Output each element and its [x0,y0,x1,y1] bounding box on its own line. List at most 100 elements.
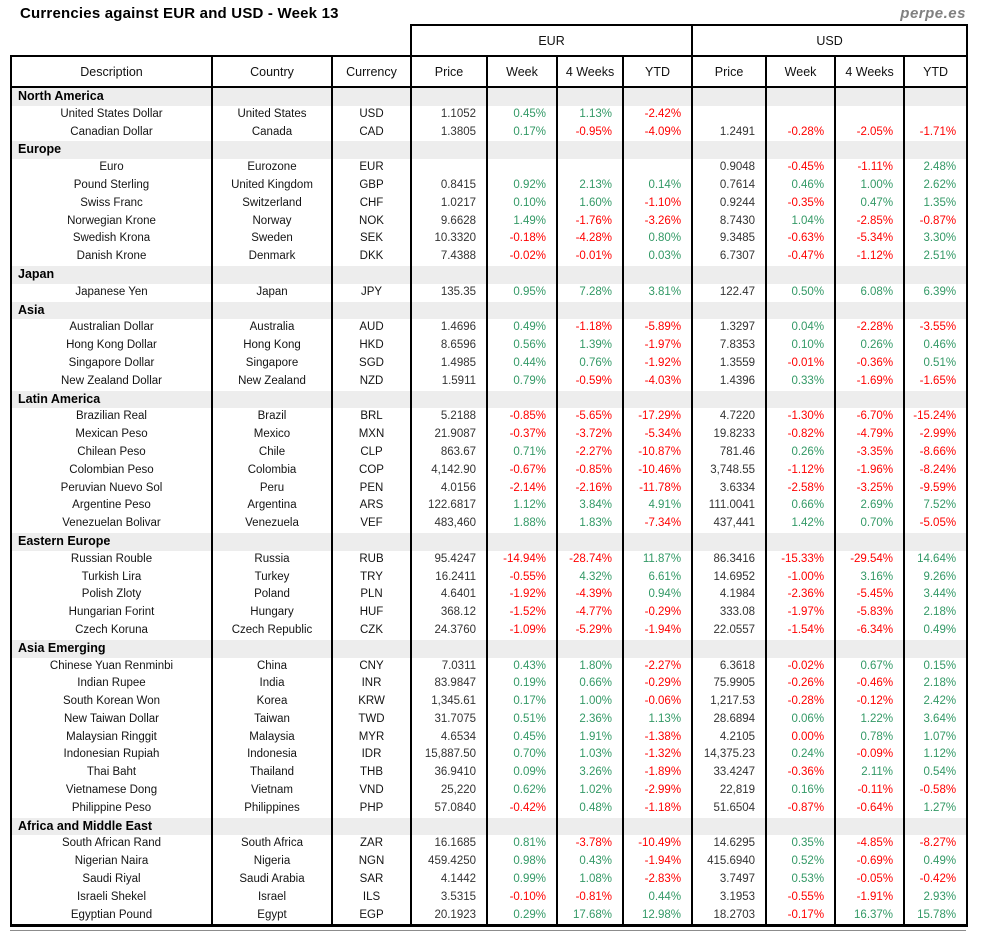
cell-value: -29.54% [834,550,905,569]
cell-value: 0.51% [486,710,558,729]
cell-value: 1.00% [556,693,624,711]
cell-value: -1.30% [765,408,836,427]
section-cell [556,532,624,551]
cell-currency-code: CNY [330,657,412,676]
table-row: South Korean Won Korea KRW 1,345.61 0.17% 1… [10,693,969,711]
cell-currency-code: CHF [330,194,412,213]
col-header-price-3: Price [410,55,489,88]
cell-description: Argentine Peso [10,497,212,516]
cell-currency-code: ILS [330,888,412,907]
cell-value: 0.53% [765,871,836,889]
cell-description: Polish Zloty [10,586,212,605]
cell-currency-code: SAR [330,871,412,889]
cell-value: -3.35% [834,443,905,462]
section-cell [330,141,412,160]
cell-country: United Kingdom [211,176,332,195]
table-row: Euro Eurozone EUR 0.9048 -0.45% -1.11% 2.48% [10,159,969,177]
section-cell [903,141,969,160]
section-cell [410,265,488,284]
cell-description: Czech Koruna [10,621,212,640]
cell-value: 9.6628 [410,212,488,231]
cell-value: 0.49% [486,319,558,338]
cell-country: Turkey [211,568,332,587]
cell-value: 25,220 [410,782,488,800]
cell-value: 14.6295 [691,835,767,854]
cell-value: 1.02% [556,782,624,800]
cell-value: 16.1685 [410,835,488,854]
cell-value: 1.0217 [410,194,488,213]
table-body: North America United States Dollar Unite… [10,87,969,928]
cell-value: 19.8233 [691,426,767,444]
cell-value: -0.64% [834,799,905,818]
table-row: Canadian Dollar Canada CAD 1.3805 0.17% -0.… [10,123,969,142]
cell-currency-code: VND [330,782,412,800]
section-cell [765,390,836,409]
cell-country: New Zealand [211,372,332,391]
cell-value: 0.81% [486,835,558,854]
cell-description: Egyptian Pound [10,906,212,928]
cell-value: -1.54% [765,621,836,640]
section-cell [410,301,488,320]
section-cell [556,390,624,409]
cell-value [691,105,767,124]
cell-value: 4.7220 [691,408,767,427]
cell-value: 86.3416 [691,550,767,569]
cell-value: -0.87% [903,212,969,231]
cell-description: Indian Rupee [10,675,212,694]
cell-value: -15.24% [903,408,969,427]
section-cell [486,639,558,658]
cell-value: 1.5911 [410,372,488,391]
cell-value: 135.35 [410,283,488,302]
cell-value: -0.81% [556,888,624,907]
cell-currency-code: VEF [330,515,412,533]
section-cell [556,301,624,320]
cell-description: Brazilian Real [10,408,212,427]
section-cell [622,390,693,409]
cell-description: Thai Baht [10,764,212,783]
table-row: Danish Krone Denmark DKK 7.4388 -0.02% -0.0… [10,248,969,266]
cell-value: 1.4696 [410,319,488,338]
section-name: Latin America [10,390,212,409]
cell-value: 0.26% [765,443,836,462]
cell-value: -1.76% [556,212,624,231]
cell-value: -1.96% [834,461,905,480]
cell-value: 11.87% [622,550,693,569]
cell-value: 36.9410 [410,764,488,783]
cell-value: 368.12 [410,604,488,622]
cell-value: -1.32% [622,746,693,765]
cell-value: -5.34% [834,230,905,249]
section-cell [691,390,767,409]
cell-value: 75.9905 [691,675,767,694]
cell-value: 1.22% [834,710,905,729]
section-cell [556,639,624,658]
cell-value: -0.63% [765,230,836,249]
cell-value: 15.78% [903,906,969,928]
cell-value: 1.03% [556,746,624,765]
cell-currency-code: NZD [330,372,412,391]
cell-value: -3.55% [903,319,969,338]
cell-value: 863.67 [410,443,488,462]
cell-currency-code: TRY [330,568,412,587]
cell-value: 122.6817 [410,497,488,516]
cell-value: -0.29% [622,675,693,694]
cell-currency-code: IDR [330,746,412,765]
cell-country: Hungary [211,604,332,622]
section-name: Asia Emerging [10,639,212,658]
cell-value: 7.0311 [410,657,488,676]
cell-value: -0.95% [556,123,624,142]
section-cell [834,141,905,160]
cell-value: 1.1052 [410,105,488,124]
cell-value: 1.3297 [691,319,767,338]
cell-value: -10.49% [622,835,693,854]
cell-value: -2.83% [622,871,693,889]
cell-value: 3.7497 [691,871,767,889]
cell-value: 0.76% [556,354,624,373]
cell-value: 22.0557 [691,621,767,640]
cell-value: 2.62% [903,176,969,195]
cell-value: 781.46 [691,443,767,462]
cell-value: 20.1923 [410,906,488,928]
cell-currency-code: CAD [330,123,412,142]
cell-value: 122.47 [691,283,767,302]
cell-value: -4.09% [622,123,693,142]
cell-value: 3.26% [556,764,624,783]
